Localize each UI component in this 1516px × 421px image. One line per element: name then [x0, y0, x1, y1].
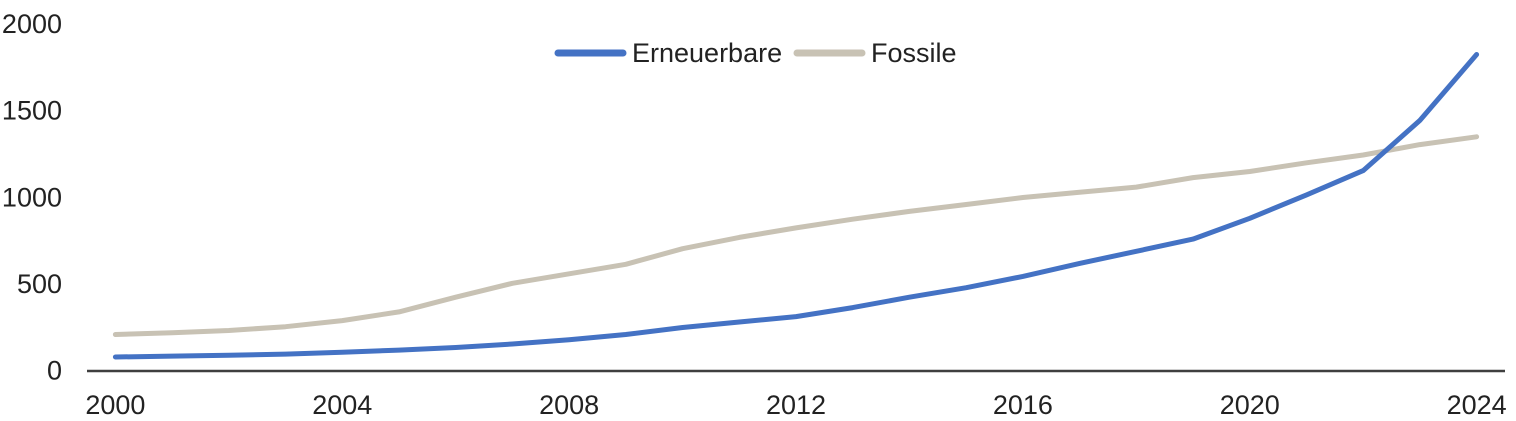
legend-label-fossile: Fossile: [871, 38, 957, 68]
x-tick-label: 2016: [993, 390, 1053, 420]
x-tick-label: 2020: [1220, 390, 1280, 420]
legend-label-erneuerbare: Erneuerbare: [632, 38, 782, 68]
series-line-erneuerbare: [112, 52, 1480, 360]
x-tick-label: 2000: [85, 390, 145, 420]
y-tick-label: 2000: [2, 9, 62, 39]
y-tick-label: 500: [17, 269, 62, 299]
y-tick-label: 1500: [2, 96, 62, 126]
x-tick-label: 2004: [312, 390, 372, 420]
x-tick-label: 2008: [539, 390, 599, 420]
y-tick-label: 1000: [2, 182, 62, 212]
x-tick-label: 2012: [766, 390, 826, 420]
series-line-fossile: [112, 134, 1480, 337]
x-axis-labels: 2000 2004 2008 2012 2016 2020 2024: [85, 390, 1506, 420]
legend: Erneuerbare Fossile: [554, 38, 957, 68]
y-axis-labels: 0 500 1000 1500 2000: [2, 9, 62, 386]
y-tick-label: 0: [47, 356, 62, 386]
x-tick-label: 2024: [1447, 390, 1507, 420]
